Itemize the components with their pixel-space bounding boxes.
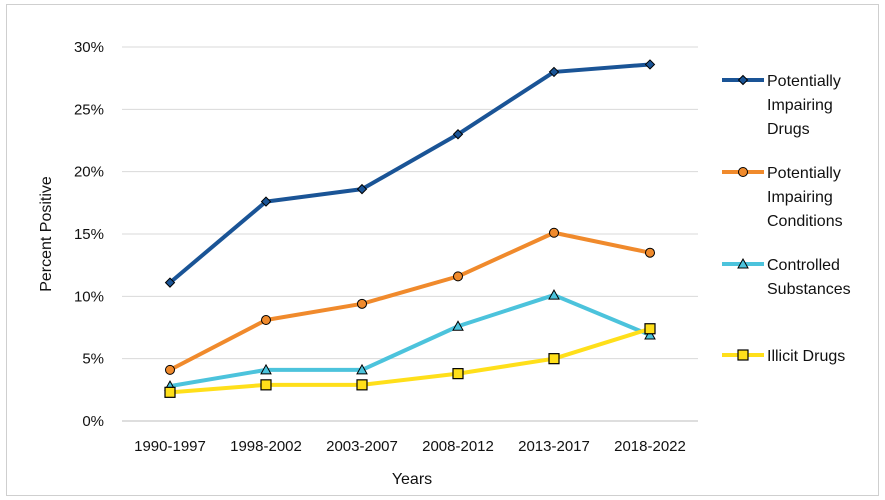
legend-entry: Potentially Impairing Drugs — [722, 73, 841, 138]
y-axis-label: Percent Positive — [38, 176, 55, 292]
y-tick-label: 0% — [82, 413, 104, 430]
y-tick-label: 5% — [82, 351, 104, 368]
legend-marker — [737, 74, 749, 86]
data-point — [260, 379, 272, 391]
data-point — [452, 320, 464, 331]
legend-label: Conditions — [767, 213, 843, 230]
series-2 — [165, 227, 655, 375]
x-tick-label: 2013-2017 — [518, 438, 590, 455]
data-point — [644, 328, 656, 340]
x-tick-label: 2008-2012 — [422, 438, 494, 455]
legend-marker — [737, 257, 749, 269]
series-4 — [164, 323, 656, 398]
y-tick-label: 25% — [74, 101, 104, 118]
data-point — [164, 386, 176, 398]
data-point — [165, 364, 175, 375]
data-point — [164, 277, 176, 288]
data-point — [645, 247, 655, 258]
legend-marker — [737, 349, 749, 361]
data-point — [549, 227, 559, 238]
data-point — [356, 379, 368, 391]
data-point — [260, 196, 272, 207]
x-tick-label: 1990-1997 — [134, 438, 206, 455]
x-tick-label: 1998-2002 — [230, 438, 302, 455]
chart-frame — [6, 4, 879, 496]
x-axis-label: Years — [392, 471, 432, 488]
y-tick-label: 15% — [74, 226, 104, 243]
data-point — [548, 353, 560, 365]
legend-label: Substances — [767, 281, 851, 298]
data-point — [453, 271, 463, 282]
data-point — [644, 323, 656, 335]
series-3 — [164, 289, 656, 391]
data-point — [644, 59, 656, 70]
x-tick-label: 2003-2007 — [326, 438, 398, 455]
legend-label: Impairing — [767, 189, 833, 206]
data-point — [356, 183, 368, 195]
y-tick-label: 10% — [74, 288, 104, 305]
series-line — [168, 230, 652, 372]
data-point — [452, 129, 464, 140]
x-tick-label: 2018-2022 — [614, 438, 686, 455]
legend-label: Drugs — [767, 121, 810, 138]
data-point — [357, 298, 367, 309]
y-tick-label: 20% — [74, 164, 104, 181]
legend: Potentially Impairing Drugs Potentially Impa… — [722, 73, 851, 365]
series-line — [168, 293, 652, 389]
data-point — [260, 363, 272, 375]
legend-label: Impairing — [767, 97, 833, 114]
y-axis-ticks: 0% 5% 10% 15% 20% 25% 30% — [74, 39, 104, 430]
legend-label: Potentially — [767, 73, 841, 90]
legend-entry: Controlled Substances — [722, 257, 851, 298]
legend-label: Illicit Drugs — [767, 348, 845, 365]
data-point — [452, 368, 464, 380]
series-line — [168, 326, 652, 395]
gridlines — [122, 46, 698, 422]
legend-entry: Potentially Impairing Conditions — [722, 165, 843, 230]
legend-marker — [738, 167, 748, 177]
legend-label: Potentially — [767, 165, 841, 182]
series-1 — [164, 59, 656, 288]
series-lines — [164, 59, 656, 398]
series-line — [168, 62, 652, 285]
legend-label: Controlled — [767, 257, 840, 274]
data-point — [548, 66, 560, 78]
legend-entry: Illicit Drugs — [722, 348, 845, 365]
y-tick-label: 30% — [74, 39, 104, 56]
data-point — [261, 315, 271, 326]
x-axis-ticks: 1990-1997 1998-2002 2003-2007 2008-2012 2013… — [134, 438, 686, 455]
data-point — [548, 289, 560, 300]
data-point — [356, 363, 368, 375]
